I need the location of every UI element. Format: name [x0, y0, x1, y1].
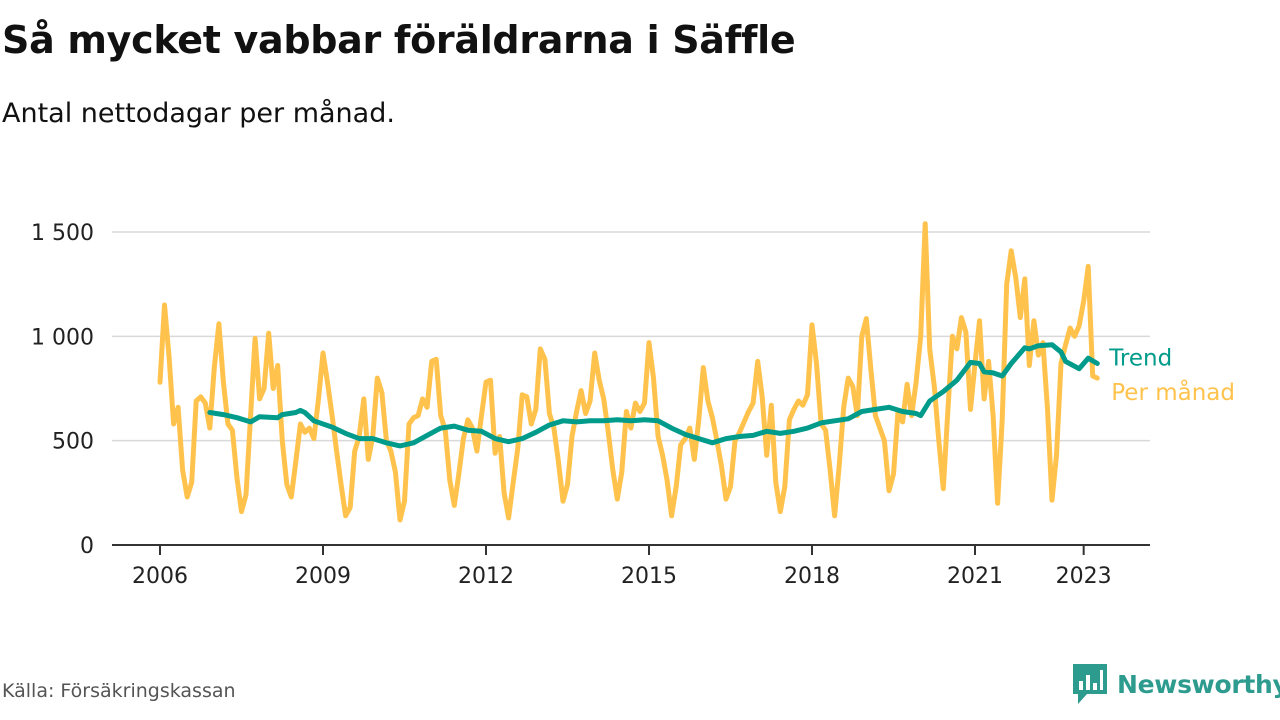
y-axis: 0 500 1 000 1 500: [31, 221, 94, 559]
brand-name: Newsworthy: [1117, 669, 1280, 699]
series-group: [157, 221, 1100, 523]
x-tick-label: 2015: [621, 564, 677, 589]
series-line-per-manad: [157, 221, 1100, 523]
x-axis: 2006 2009 2012 2015 2018 2021 2023: [132, 545, 1112, 589]
source-note: Källa: Försäkringskassan: [2, 680, 236, 702]
series-label-per-manad: Per månad: [1111, 378, 1235, 406]
newsworthy-logo-icon: [1073, 664, 1107, 704]
x-tick-label: 2012: [458, 564, 514, 589]
y-tick-label: 1 000: [31, 325, 94, 350]
chart-subtitle: Antal nettodagar per månad.: [2, 98, 395, 129]
x-tick-label: 2009: [295, 564, 351, 589]
y-tick-label: 500: [52, 430, 94, 455]
x-tick-label: 2006: [132, 564, 188, 589]
series-label-trend: Trend: [1108, 345, 1172, 371]
y-tick-label: 1 500: [31, 221, 94, 246]
brand-logo[interactable]: Newsworthy: [1073, 664, 1280, 704]
series-labels: Per månad Trend: [1108, 345, 1235, 406]
x-tick-label: 2021: [947, 564, 1003, 589]
series-line-trend: [207, 342, 1100, 449]
y-tick-label: 0: [80, 534, 94, 559]
x-tick-label: 2023: [1056, 564, 1112, 589]
chart-title: Så mycket vabbar föräldrarna i Säffle: [2, 18, 796, 62]
x-tick-label: 2018: [784, 564, 840, 589]
